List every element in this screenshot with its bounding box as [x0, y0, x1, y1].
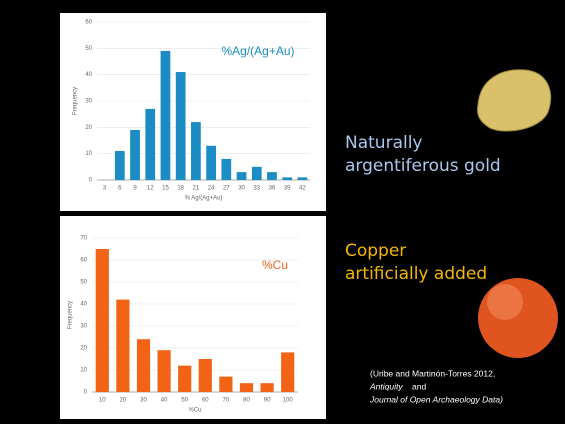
y-tick-label: 70 — [80, 236, 87, 242]
y-axis-label: Frequency — [73, 87, 79, 115]
x-tick-label: 100 — [283, 398, 294, 404]
x-tick-label: 3 — [103, 186, 107, 192]
citation: and — [412, 381, 426, 391]
y-tick-label: 60 — [85, 20, 92, 26]
x-tick-label: 33 — [253, 186, 260, 192]
bar — [136, 339, 151, 392]
x-tick-label: 24 — [208, 186, 215, 192]
caption: artificially added — [345, 264, 487, 284]
y-axis-label: Frequency — [68, 301, 74, 329]
y-tick-label: 40 — [85, 72, 92, 78]
x-tick-label: 10 — [99, 398, 106, 404]
x-axis-label: %Cu — [188, 408, 201, 414]
y-tick-label: 20 — [80, 346, 87, 352]
y-tick-label: 10 — [80, 368, 87, 374]
caption: argentiferous gold — [345, 156, 501, 176]
y-tick-label: 30 — [80, 324, 87, 330]
copper-highlight — [487, 284, 523, 320]
x-axis-label: % Ag/(Ag+Au) — [185, 196, 223, 202]
x-tick-label: 80 — [243, 398, 250, 404]
bar — [267, 172, 277, 180]
bar — [160, 50, 171, 180]
x-tick-label: 20 — [120, 398, 127, 404]
y-tick-label: 40 — [80, 302, 87, 308]
x-tick-label: 60 — [202, 398, 209, 404]
y-tick-label: 50 — [80, 280, 87, 286]
bar — [178, 365, 192, 392]
bar — [297, 177, 308, 180]
bar — [198, 359, 212, 392]
bar — [260, 383, 274, 392]
x-tick-label: 15 — [162, 186, 169, 192]
citation: Journal of Open Archaeology Data) — [369, 394, 503, 404]
x-tick-label: 40 — [161, 398, 168, 404]
bar — [157, 350, 171, 392]
bar — [219, 376, 233, 392]
y-tick-label: 60 — [80, 258, 87, 264]
x-tick-label: 30 — [238, 186, 245, 192]
x-tick-label: 6 — [118, 186, 122, 192]
y-tick-label: 10 — [85, 151, 92, 157]
x-tick-label: 90 — [264, 398, 271, 404]
x-tick-label: 18 — [177, 186, 184, 192]
bar — [116, 299, 130, 392]
x-tick-label: 27 — [223, 186, 230, 192]
x-tick-label: 70 — [223, 398, 230, 404]
x-tick-label: 9 — [133, 186, 137, 192]
bar — [130, 129, 140, 180]
x-tick-label: 36 — [269, 186, 276, 192]
annotation: %Ag/(Ag+Au) — [221, 44, 294, 58]
bar — [191, 122, 201, 180]
bar — [251, 166, 262, 180]
x-tick-label: 50 — [181, 398, 188, 404]
y-tick-label: 20 — [85, 125, 92, 131]
gold-nugget — [477, 69, 552, 132]
bar — [281, 352, 295, 392]
bar — [236, 172, 247, 180]
y-tick-label: 50 — [85, 46, 92, 52]
x-tick-label: 39 — [284, 186, 291, 192]
x-tick-label: 12 — [147, 186, 154, 192]
caption: Copper — [345, 241, 406, 261]
y-tick-label: 30 — [85, 99, 92, 105]
citation: (Uribe and Martinón-Torres 2012, — [370, 368, 495, 378]
bar — [206, 145, 216, 180]
bar — [239, 383, 254, 392]
bar — [145, 108, 156, 180]
bar — [95, 249, 109, 392]
caption: Naturally — [345, 133, 423, 153]
citation: Antiquity — [369, 381, 403, 391]
bar — [221, 158, 232, 180]
panel — [60, 13, 326, 211]
bar — [282, 177, 293, 180]
annotation: %Cu — [262, 258, 288, 272]
x-tick-label: 30 — [140, 398, 147, 404]
x-tick-label: 21 — [193, 186, 200, 192]
y-tick-label: 0 — [89, 178, 93, 184]
x-tick-label: 42 — [299, 186, 306, 192]
bar — [114, 151, 125, 180]
bar — [175, 72, 186, 180]
y-tick-label: 0 — [84, 390, 88, 396]
